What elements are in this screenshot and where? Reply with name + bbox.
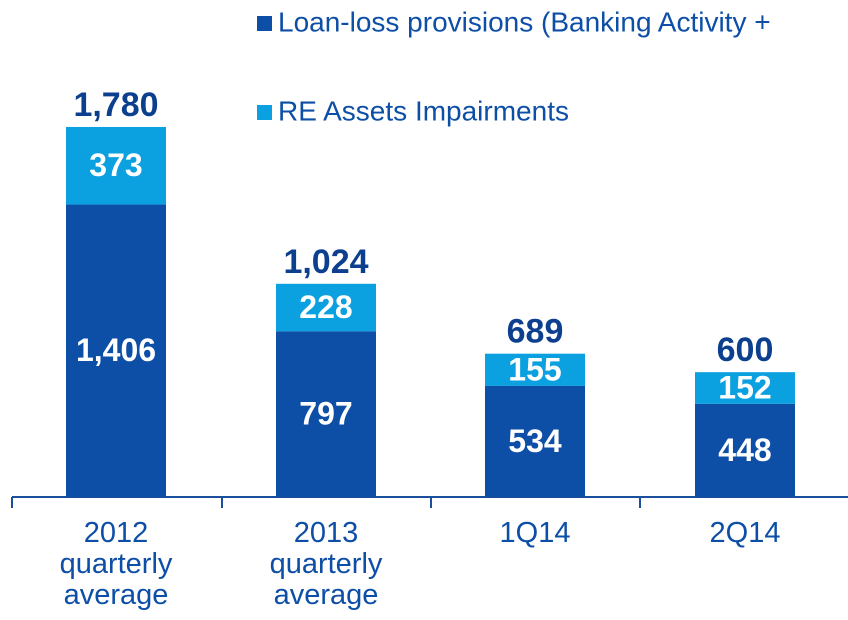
bar-segment	[695, 403, 795, 497]
bar-segment	[276, 283, 376, 332]
bar-segment	[66, 204, 166, 497]
bar-segment	[485, 353, 585, 386]
bar-segment	[66, 126, 166, 205]
total-label: 689	[507, 313, 564, 351]
total-label: 1,780	[73, 86, 158, 124]
segment-label: 152	[718, 369, 771, 405]
x-tick-label: 1Q14	[499, 517, 571, 549]
x-tick-label: 2013 quarterly average	[269, 517, 383, 611]
segment-label: 534	[508, 423, 562, 459]
total-label: 600	[717, 331, 774, 369]
segment-label: 797	[299, 396, 352, 432]
segment-label: 448	[718, 432, 771, 468]
legend-swatch	[257, 16, 272, 31]
x-tick-label: 2012 quarterly average	[59, 517, 173, 611]
bar-segment	[276, 331, 376, 497]
segment-label: 155	[508, 351, 561, 387]
segment-label: 373	[89, 147, 142, 183]
bar-segment	[695, 372, 795, 404]
legend-label: RE Assets Impairments	[278, 95, 569, 126]
legend-swatch	[257, 105, 272, 120]
segment-label: 1,406	[76, 332, 156, 368]
x-tick-label: 2Q14	[709, 517, 781, 549]
total-label: 1,024	[283, 243, 368, 281]
bar-segment	[485, 385, 585, 497]
segment-label: 228	[299, 289, 352, 325]
legend-label: Loan-loss provisions (Banking Activity +	[278, 6, 771, 37]
